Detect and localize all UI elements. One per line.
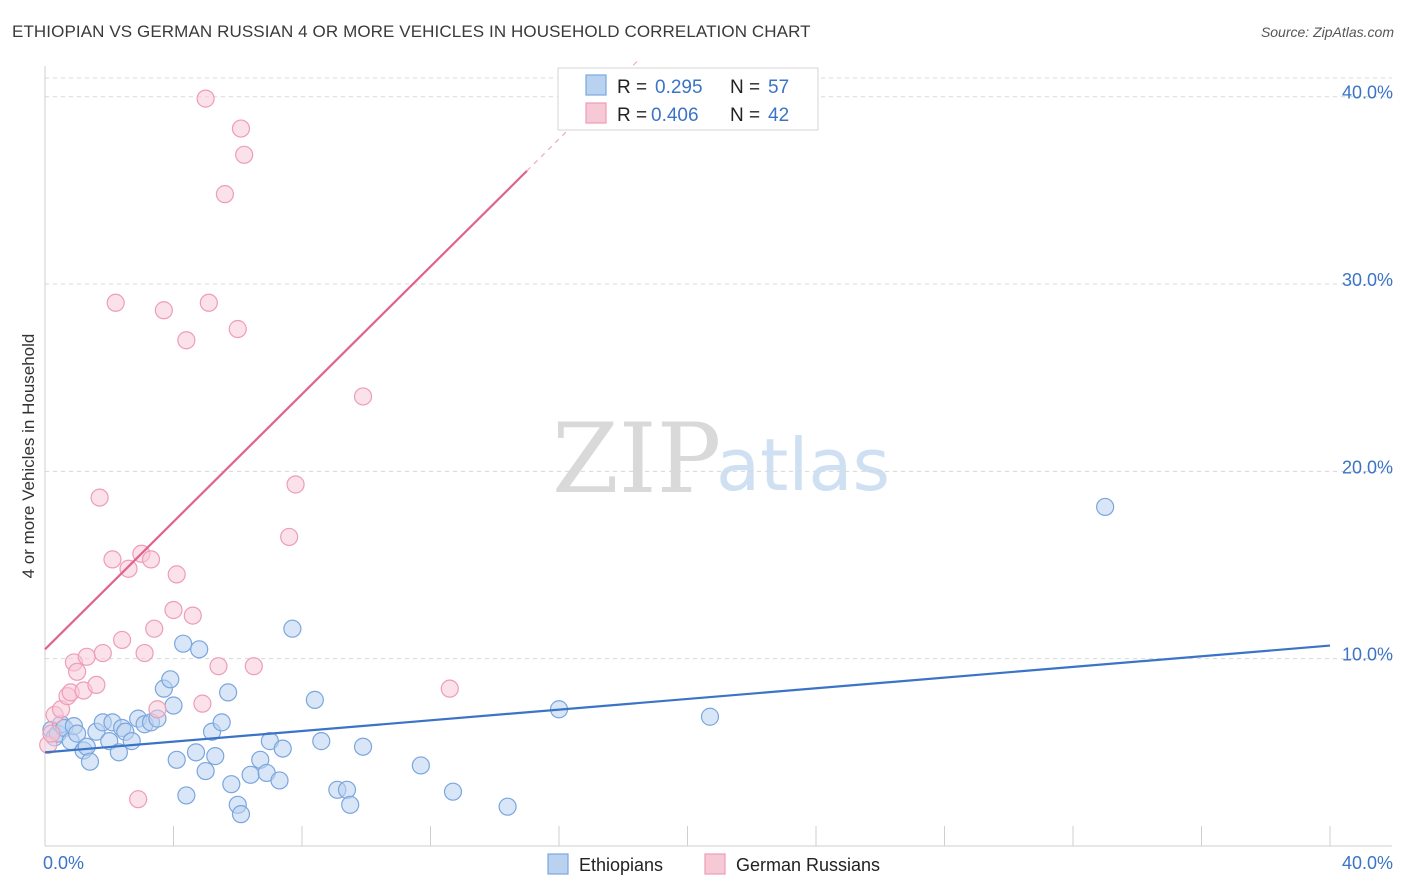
point-ethiopians — [161, 670, 180, 689]
legend-r-label-blue: R = — [617, 77, 647, 98]
point-german-russians — [215, 185, 234, 204]
point-ethiopians — [190, 640, 209, 659]
point-ethiopians — [312, 732, 331, 751]
point-german-russians — [235, 145, 254, 164]
point-german-russians — [87, 675, 106, 695]
point-german-russians — [353, 387, 373, 406]
point-ethiopians — [498, 797, 517, 816]
point-ethiopians — [212, 713, 231, 732]
point-german-russians — [145, 619, 164, 638]
y-tick-label: 20.0% — [1342, 457, 1393, 477]
x-tick-label: 40.0% — [1342, 853, 1393, 873]
point-ethiopians — [196, 761, 215, 781]
chart-title: ETHIOPIAN VS GERMAN RUSSIAN 4 OR MORE VE… — [12, 22, 811, 41]
series-legend-label-ethiopians: Ethiopians — [579, 855, 663, 875]
trendline-ethiopians — [44, 644, 1331, 754]
watermark-atlas: atlas — [716, 423, 890, 507]
point-german-russians — [103, 550, 122, 569]
point-ethiopians — [122, 732, 141, 751]
point-german-russians — [244, 657, 263, 676]
point-german-russians — [112, 630, 132, 650]
point-ethiopians — [305, 690, 324, 709]
watermark-zip: ZIP — [552, 403, 721, 515]
point-ethiopians — [206, 746, 225, 766]
point-german-russians — [106, 293, 125, 312]
point-german-russians — [154, 301, 173, 320]
point-ethiopians — [167, 750, 186, 769]
legend-n-label-blue: N = — [730, 77, 760, 98]
legend-n-value-pink: 42 — [768, 105, 789, 126]
legend-swatch-pink — [585, 102, 607, 124]
point-german-russians — [228, 319, 247, 339]
point-german-russians — [119, 559, 138, 578]
series-legend: Ethiopians German Russians — [547, 853, 880, 875]
gridlines — [45, 77, 1392, 660]
series-legend-swatch-ethiopians — [547, 853, 569, 875]
y-tick-label: 40.0% — [1342, 83, 1393, 103]
point-ethiopians — [411, 756, 430, 775]
point-ethiopians — [222, 775, 241, 794]
point-german-russians — [167, 565, 186, 584]
point-german-russians — [183, 606, 202, 625]
point-german-russians — [199, 293, 218, 312]
point-german-russians — [93, 643, 112, 663]
point-ethiopians — [219, 683, 238, 702]
data-points — [39, 89, 1115, 824]
point-german-russians — [193, 694, 212, 713]
point-ethiopians — [337, 780, 357, 799]
point-german-russians — [231, 119, 251, 138]
point-ethiopians — [341, 795, 360, 814]
point-ethiopians — [353, 737, 373, 756]
point-german-russians — [164, 600, 183, 620]
legend-r-value-blue: 0.295 — [655, 77, 703, 98]
point-ethiopians — [270, 771, 289, 790]
x-tick-label: 0.0% — [43, 853, 84, 873]
point-ethiopians — [177, 786, 196, 805]
legend-r-value-pink: 0.406 — [651, 105, 699, 126]
point-german-russians — [141, 550, 161, 569]
point-german-russians — [440, 679, 459, 698]
legend-r-label-pink: R = — [617, 105, 647, 126]
series-legend-label-german-russians: German Russians — [736, 855, 880, 875]
stats-legend: R = 0.295 N = 57 R = 0.406 N = 42 — [557, 67, 819, 131]
point-german-russians — [135, 643, 154, 663]
point-ethiopians — [443, 782, 463, 801]
point-ethiopians — [1096, 497, 1115, 517]
point-german-russians — [280, 527, 299, 547]
point-ethiopians — [77, 737, 96, 756]
point-ethiopians — [109, 743, 128, 762]
point-german-russians — [77, 647, 96, 666]
point-ethiopians — [164, 696, 183, 715]
point-german-russians — [68, 662, 87, 681]
point-ethiopians — [80, 752, 100, 771]
source-credit: Source: ZipAtlas.com — [1260, 24, 1394, 40]
point-ethiopians — [273, 739, 292, 758]
point-ethiopians — [283, 619, 302, 638]
point-ethiopians — [241, 765, 260, 784]
point-german-russians — [148, 700, 167, 719]
point-german-russians — [196, 89, 215, 108]
point-german-russians — [209, 657, 228, 676]
point-ethiopians — [231, 805, 251, 824]
legend-swatch-blue — [585, 74, 607, 96]
point-ethiopians — [174, 634, 193, 653]
point-german-russians — [90, 488, 109, 507]
legend-n-value-blue: 57 — [768, 77, 789, 98]
y-tick-label: 30.0% — [1342, 270, 1393, 290]
point-german-russians — [177, 331, 196, 350]
y-tick-label: 10.0% — [1342, 645, 1393, 665]
series-legend-swatch-german-russians — [704, 853, 726, 875]
point-german-russians — [129, 790, 148, 809]
watermark: ZIP atlas — [552, 403, 890, 515]
point-ethiopians — [700, 707, 720, 726]
legend-n-label-pink: N = — [730, 105, 760, 126]
point-german-russians — [42, 724, 61, 743]
point-german-russians — [286, 475, 305, 494]
point-ethiopians — [68, 724, 87, 743]
point-ethiopians — [186, 743, 206, 762]
y-axis-label: 4 or more Vehicles in Household — [19, 334, 38, 579]
trendline-german-russians — [44, 170, 528, 651]
axes: 10.0% 20.0% 30.0% 40.0% 0.0% 40.0% — [43, 66, 1393, 873]
